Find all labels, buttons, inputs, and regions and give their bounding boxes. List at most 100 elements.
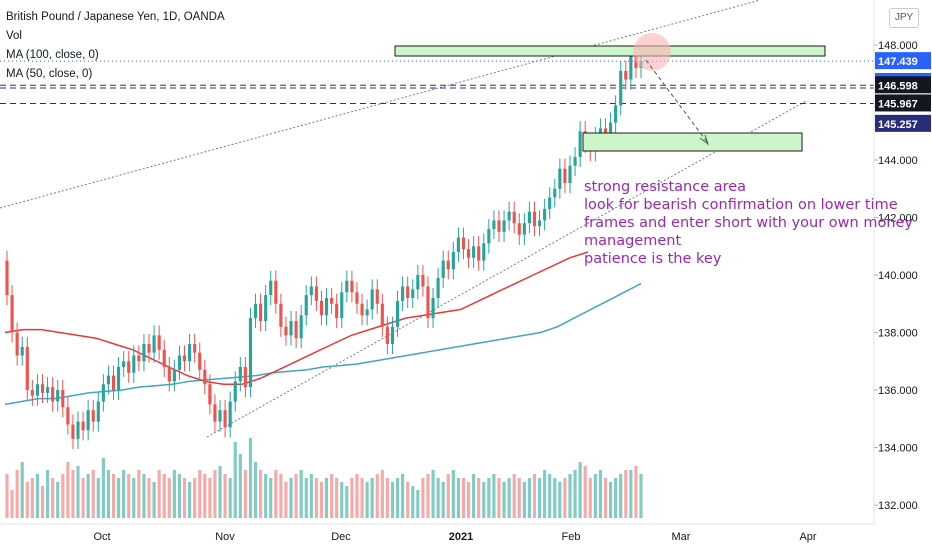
annotation-text: strong resistance area look for bearish … [584, 178, 913, 268]
volume-bar [96, 478, 100, 518]
volume-bar [421, 478, 425, 518]
candle-body [436, 277, 440, 298]
candle-body [497, 220, 501, 232]
volume-bar [238, 454, 242, 518]
candle-body [167, 367, 171, 382]
candle-body [182, 355, 187, 362]
candle-body [345, 280, 349, 293]
x-tick-label: Mar [672, 531, 691, 543]
candle-body [269, 280, 273, 296]
volume-bar [101, 458, 105, 518]
candle-body [537, 220, 542, 227]
currency-button[interactable]: JPY [889, 8, 919, 28]
highlight-circle [633, 33, 671, 71]
volume-bar [81, 478, 85, 518]
candle-body [46, 387, 50, 393]
candle-body [5, 260, 9, 296]
candle-body [172, 369, 176, 382]
volume-legend: Vol [6, 30, 22, 42]
candle-body [441, 260, 445, 278]
volume-bar [619, 474, 623, 518]
candle-body [451, 252, 455, 270]
candle-body [289, 321, 293, 336]
price-badge-bg [875, 52, 931, 70]
volume-bar [203, 474, 207, 518]
zones [394, 33, 826, 152]
volume-bar [411, 486, 415, 518]
price-badge-bg [875, 76, 931, 94]
volume-bar [117, 478, 121, 518]
volume-bar [304, 478, 308, 518]
moving-averages [4, 251, 642, 406]
volume-bar [451, 470, 455, 518]
volume-bar [629, 470, 633, 518]
candle-body [563, 168, 567, 183]
volume-bar [324, 478, 329, 518]
candle-body [30, 390, 34, 396]
candle-body [66, 407, 70, 425]
candle-body [162, 349, 166, 367]
candle-body [319, 300, 324, 316]
volume-bar [137, 470, 141, 518]
candle-body [634, 56, 638, 68]
volume-bar [51, 478, 55, 518]
candle-body [147, 344, 151, 353]
candle-body [355, 292, 359, 304]
volume-bar [507, 478, 511, 518]
candle-body [157, 335, 161, 350]
annotation-line: look for bearish confirmation on lower t… [584, 197, 898, 213]
candle-body [193, 344, 197, 353]
candle-body [314, 286, 318, 301]
annotation-line: management [584, 233, 682, 249]
candle-body [477, 246, 481, 261]
candle-body [619, 70, 623, 106]
candle-body [335, 303, 339, 319]
candle-body [228, 401, 232, 428]
candle-body [177, 355, 182, 370]
candle-body [370, 289, 374, 310]
volume-bar [456, 478, 460, 518]
candle-body [365, 309, 369, 316]
candle-body [137, 355, 141, 362]
volume-bar [461, 478, 466, 518]
volume-bar [76, 466, 80, 518]
candle-body [553, 188, 557, 198]
x-tick-label: Nov [215, 531, 235, 543]
candle-body [629, 56, 633, 80]
candlesticks [5, 46, 643, 449]
volume-bar [71, 470, 75, 518]
volume-bar [46, 470, 50, 518]
candle-body [573, 157, 577, 166]
volume-bar [401, 474, 405, 518]
volume-bar [527, 478, 531, 518]
y-tick-label: 142.000 [878, 213, 918, 225]
volume-bar [497, 478, 501, 518]
ma50-line [4, 251, 589, 386]
volume-bar [198, 470, 202, 518]
volume-bar [502, 482, 506, 518]
candle-body [375, 289, 379, 304]
candle-body [127, 361, 131, 373]
volume-bar [537, 478, 542, 518]
candle-body [527, 211, 531, 224]
volume-bar [355, 474, 359, 518]
volume-bar [330, 474, 334, 518]
price-badge-label: 147.439 [878, 56, 918, 68]
candle-body [558, 168, 562, 189]
candle-body [390, 326, 395, 344]
volume-bar [639, 474, 643, 518]
chart-legend: British Pound / Japanese Yen, 1D, OANDA … [6, 8, 225, 84]
candle-body [350, 280, 354, 293]
candle-body [304, 295, 308, 316]
volume-bar [284, 482, 288, 518]
volume-bar [25, 482, 29, 518]
volume-bar [634, 466, 638, 518]
candle-body [96, 401, 100, 422]
volume-bar [573, 470, 577, 518]
volume-bar [172, 470, 176, 518]
candle-body [279, 303, 283, 327]
volume-bar [350, 478, 354, 518]
candle-body [142, 344, 146, 362]
